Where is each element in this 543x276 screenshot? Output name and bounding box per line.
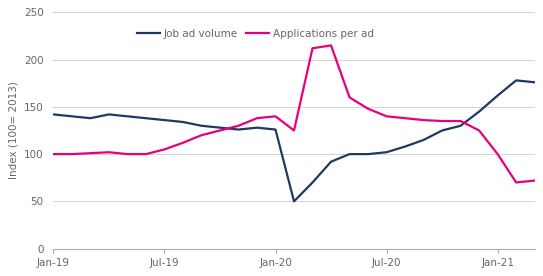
Job ad volume — [365, 152, 371, 156]
Applications per ad — [346, 96, 353, 99]
Applications per ad — [198, 134, 205, 137]
Applications per ad — [235, 124, 242, 128]
Line: Applications per ad: Applications per ad — [53, 46, 535, 182]
Job ad volume — [402, 145, 408, 148]
Applications per ad — [217, 129, 223, 132]
Job ad volume — [439, 129, 445, 132]
Applications per ad — [272, 115, 279, 118]
Job ad volume — [68, 115, 75, 118]
Applications per ad — [180, 141, 186, 144]
Applications per ad — [365, 107, 371, 110]
Applications per ad — [161, 148, 168, 151]
Applications per ad — [476, 129, 482, 132]
Job ad volume — [143, 116, 149, 120]
Job ad volume — [106, 113, 112, 116]
Line: Job ad volume: Job ad volume — [53, 80, 535, 201]
Applications per ad — [513, 181, 520, 184]
Job ad volume — [254, 126, 260, 129]
Job ad volume — [420, 138, 427, 142]
Job ad volume — [494, 94, 501, 97]
Job ad volume — [161, 118, 168, 122]
Job ad volume — [457, 124, 464, 128]
Job ad volume — [291, 200, 297, 203]
Applications per ad — [310, 47, 316, 50]
Applications per ad — [420, 118, 427, 122]
Job ad volume — [346, 152, 353, 156]
Applications per ad — [106, 151, 112, 154]
Applications per ad — [494, 152, 501, 156]
Legend: Job ad volume, Applications per ad: Job ad volume, Applications per ad — [132, 25, 378, 43]
Applications per ad — [50, 152, 56, 156]
Job ad volume — [476, 110, 482, 113]
Job ad volume — [235, 128, 242, 131]
Job ad volume — [50, 113, 56, 116]
Applications per ad — [124, 152, 131, 156]
Applications per ad — [328, 44, 334, 47]
Job ad volume — [217, 126, 223, 129]
Applications per ad — [402, 116, 408, 120]
Applications per ad — [532, 179, 538, 182]
Applications per ad — [68, 152, 75, 156]
Job ad volume — [87, 116, 93, 120]
Applications per ad — [87, 152, 93, 155]
Job ad volume — [180, 120, 186, 124]
Job ad volume — [532, 81, 538, 84]
Applications per ad — [291, 129, 297, 132]
Y-axis label: Index (100= 2013): Index (100= 2013) — [8, 81, 18, 179]
Applications per ad — [143, 152, 149, 156]
Job ad volume — [310, 181, 316, 184]
Job ad volume — [383, 151, 390, 154]
Job ad volume — [198, 124, 205, 128]
Applications per ad — [254, 116, 260, 120]
Applications per ad — [457, 120, 464, 123]
Job ad volume — [124, 115, 131, 118]
Applications per ad — [439, 120, 445, 123]
Job ad volume — [513, 79, 520, 82]
Job ad volume — [272, 128, 279, 131]
Job ad volume — [328, 160, 334, 163]
Applications per ad — [383, 115, 390, 118]
